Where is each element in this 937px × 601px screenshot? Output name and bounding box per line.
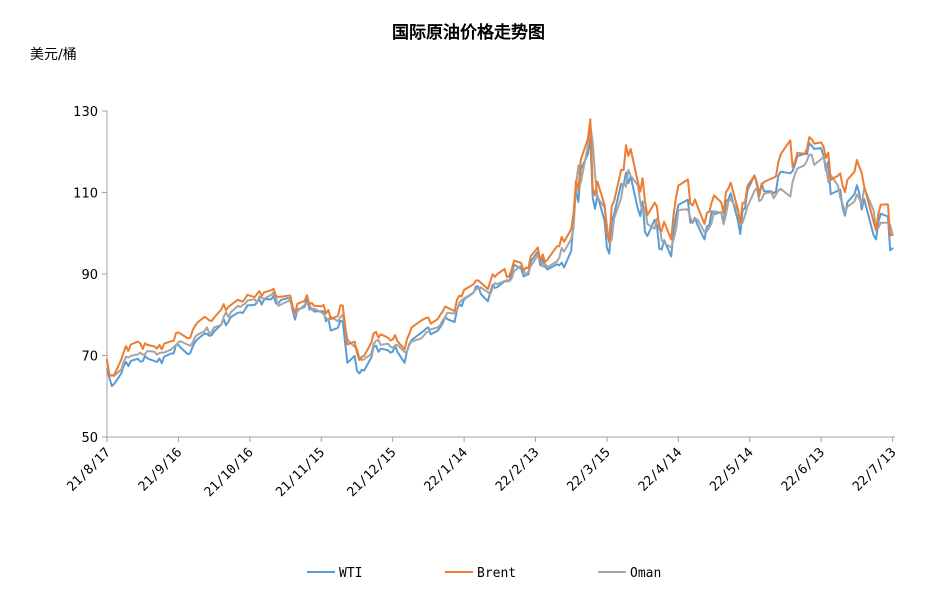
x-tick-label: 21/12/15 [345,445,400,500]
x-tick-label: 21/11/15 [273,445,328,500]
y-tick-label: 70 [81,350,98,365]
y-tick-label: 90 [81,268,98,283]
x-tick-label: 22/5/14 [707,445,756,494]
legend-label-wti: WTI [339,566,362,581]
chart-title: 国际原油价格走势图 [392,23,545,43]
y-axis-unit-label: 美元/桶 [30,47,77,63]
axes: 50 70 90 110 130 21/8/17 21/9/16 21/10/16 21/11/… [64,105,899,500]
x-tick-label: 21/10/16 [202,445,257,500]
x-tick-label: 22/2/13 [493,445,542,494]
series-lines [106,118,894,388]
y-tick-label: 50 [81,431,98,446]
y-tick-label: 130 [73,105,98,120]
legend: WTI Brent Oman [307,566,661,581]
x-tick-label: 21/9/16 [136,445,185,494]
legend-label-brent: Brent [477,566,516,581]
x-tick-label: 22/3/15 [564,445,613,494]
series-line-wti [106,135,894,388]
series-line-brent [106,118,894,377]
x-tick-label: 22/7/13 [850,445,899,494]
x-tick-label: 21/8/17 [64,445,113,494]
series-line-oman [106,124,894,377]
y-tick-label: 110 [73,187,98,202]
x-tick-label: 22/6/13 [779,445,828,494]
x-tick-label: 22/4/14 [636,445,685,494]
legend-label-oman: Oman [630,566,661,581]
x-tick-label: 22/1/14 [422,445,471,494]
